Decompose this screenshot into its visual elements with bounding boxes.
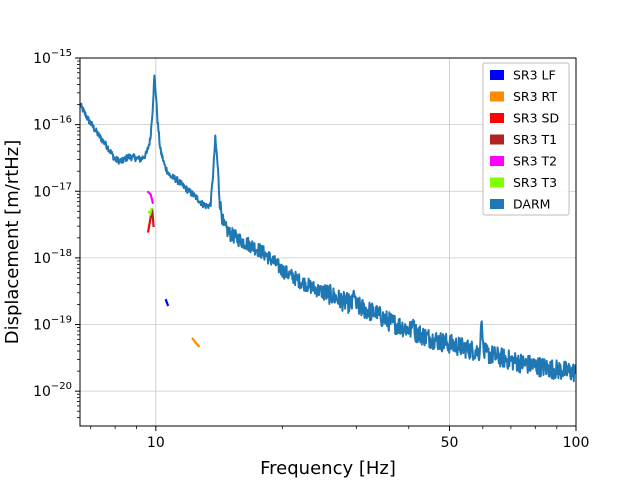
sr3-lf-line bbox=[164, 298, 170, 307]
x-tick-label: 10 bbox=[147, 435, 165, 451]
y-tick-label: 10−19 bbox=[33, 315, 72, 334]
legend-swatch bbox=[490, 134, 504, 145]
sr3-t3-line bbox=[147, 207, 153, 217]
legend-swatch bbox=[490, 177, 504, 188]
y-tick-label: 10−18 bbox=[33, 248, 72, 267]
legend-swatch bbox=[490, 91, 504, 102]
legend: SR3 LF SR3 RT SR3 SD SR3 T1 SR3 T2 SR3 T3 DARM bbox=[482, 62, 570, 216]
sr3-t2-line bbox=[146, 190, 155, 205]
x-axis-label: Frequency [Hz] bbox=[260, 458, 396, 479]
legend-label: SR3 T2 bbox=[513, 154, 557, 169]
plot-frame bbox=[79, 57, 577, 427]
y-tick-label: 10−17 bbox=[33, 181, 72, 200]
legend-label: DARM bbox=[513, 197, 550, 212]
legend-label: SR3 T1 bbox=[513, 132, 557, 147]
legend-swatch bbox=[490, 156, 504, 166]
sr3-rt-line bbox=[191, 337, 201, 348]
legend-swatch bbox=[490, 199, 504, 209]
x-tick-label: 100 bbox=[563, 435, 590, 451]
legend-label: SR3 T3 bbox=[513, 175, 557, 190]
y-tick-label: 10−15 bbox=[33, 48, 72, 67]
x-tick-label: 50 bbox=[441, 435, 459, 451]
ticks: 10−20 10−19 10−18 10−17 10−16 10−15 10 50 100 bbox=[33, 48, 589, 451]
y-tick-label: 10−20 bbox=[33, 381, 72, 400]
legend-swatch bbox=[490, 113, 504, 123]
legend-box bbox=[482, 62, 570, 216]
legend-label: SR3 RT bbox=[513, 89, 557, 104]
y-axis-label: Displacement [m/rtHz] bbox=[2, 140, 23, 345]
legend-label: SR3 SD bbox=[513, 111, 559, 126]
legend-label: SR3 LF bbox=[513, 68, 556, 83]
darm-line bbox=[80, 74, 576, 383]
legend-swatch bbox=[490, 70, 504, 80]
data-layer bbox=[80, 74, 576, 383]
y-tick-label: 10−16 bbox=[33, 115, 72, 134]
